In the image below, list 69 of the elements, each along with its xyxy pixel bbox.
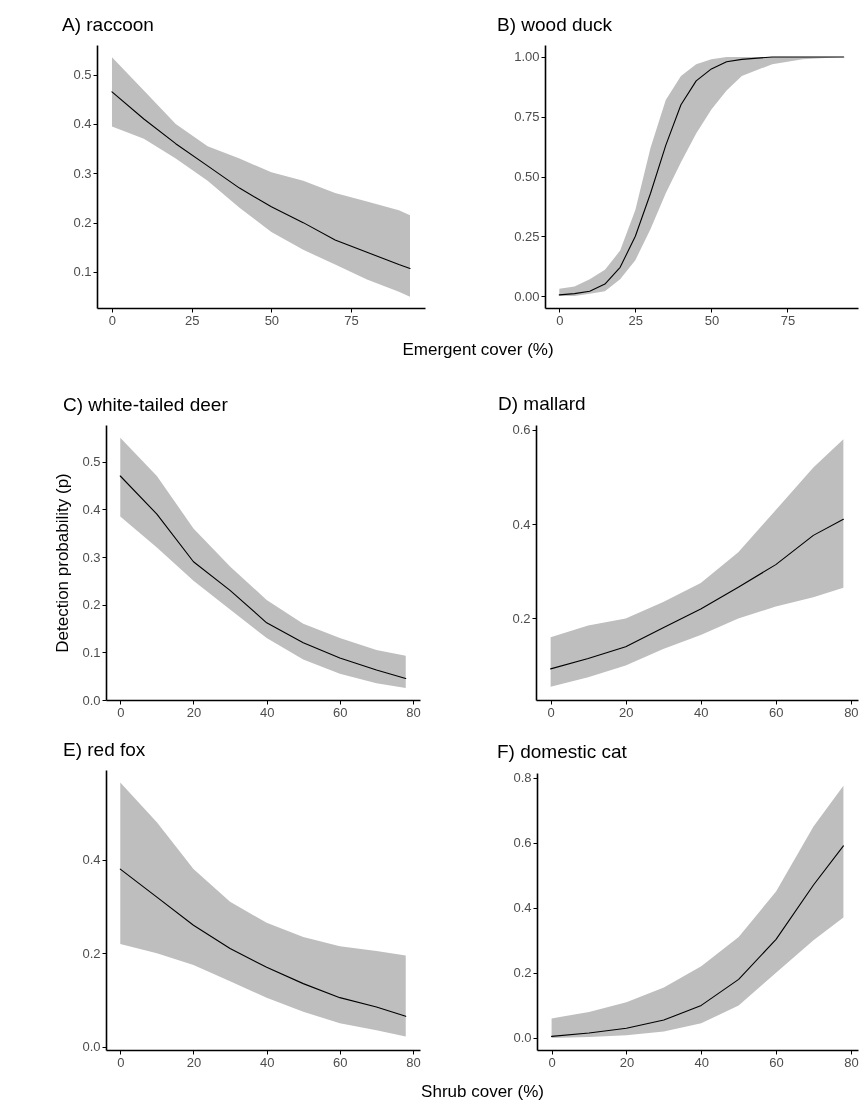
y-tick-label: 0.2 bbox=[82, 597, 101, 613]
x-tick-label: 75 bbox=[344, 312, 359, 328]
chart-title: F) domestic cat bbox=[497, 740, 628, 762]
x-tick-label: 40 bbox=[694, 1054, 709, 1070]
x-tick-label: 80 bbox=[844, 1054, 859, 1070]
x-tick-label: 80 bbox=[406, 1054, 421, 1070]
line-series bbox=[550, 518, 844, 670]
x-tick-label: 0 bbox=[117, 1054, 125, 1070]
y-tick-label: 0.2 bbox=[73, 215, 92, 231]
x-tick-label: 75 bbox=[780, 312, 796, 328]
y-tick-label: 0.3 bbox=[73, 165, 92, 181]
x-tick-label: 25 bbox=[184, 312, 200, 328]
y-tick-label: 0.6 bbox=[513, 835, 532, 851]
y-tick-label: 0.50 bbox=[514, 169, 540, 184]
line-series bbox=[111, 91, 411, 270]
y-tick-label: 0.1 bbox=[82, 644, 101, 660]
x-tick-label: 40 bbox=[694, 704, 709, 720]
x-tick-label: 20 bbox=[186, 704, 202, 720]
y-tick-label: 0.4 bbox=[512, 516, 531, 532]
chart-title: A) raccoon bbox=[62, 14, 154, 35]
y-tick-label: 0.5 bbox=[73, 67, 92, 83]
y-tick-label: 0.75 bbox=[514, 109, 540, 125]
x-axis-title: Emergent cover (%) bbox=[402, 339, 554, 359]
x-tick-label: 40 bbox=[259, 1054, 275, 1070]
line-series bbox=[119, 868, 407, 1017]
x-axis-title: Shrub cover (%) bbox=[421, 1081, 544, 1101]
y-tick-label: 0.0 bbox=[82, 1039, 101, 1055]
y-tick-label: 0.4 bbox=[82, 501, 101, 517]
x-tick-label: 60 bbox=[769, 704, 784, 720]
x-tick-label: 0 bbox=[547, 704, 555, 720]
y-tick-label: 0.6 bbox=[512, 422, 531, 438]
x-tick-label: 50 bbox=[704, 312, 720, 328]
chart-title: B) wood duck bbox=[497, 14, 613, 35]
y-tick-label: 0.0 bbox=[513, 1030, 532, 1046]
x-tick-label: 0 bbox=[556, 312, 564, 328]
x-tick-label: 40 bbox=[259, 704, 275, 720]
line-series bbox=[119, 475, 407, 680]
y-tick-label: 0.8 bbox=[513, 770, 532, 786]
x-tick-label: 20 bbox=[186, 1054, 202, 1070]
x-tick-label: 80 bbox=[406, 704, 421, 720]
y-tick-label: 0.0 bbox=[82, 692, 101, 708]
y-tick-label: 0.4 bbox=[82, 852, 101, 868]
x-tick-label: 20 bbox=[618, 704, 634, 720]
x-tick-label: 20 bbox=[619, 1054, 635, 1070]
y-tick-label: 0.1 bbox=[73, 264, 92, 280]
chart-title: C) white-tailed deer bbox=[63, 394, 229, 415]
x-tick-label: 25 bbox=[628, 312, 644, 328]
y-tick-label: 0.2 bbox=[512, 610, 531, 626]
y-tick-label: 0.00 bbox=[514, 288, 540, 304]
x-tick-label: 80 bbox=[844, 704, 859, 720]
x-tick-label: 60 bbox=[769, 1054, 784, 1070]
y-tick-label: 0.3 bbox=[82, 549, 101, 565]
x-tick-label: 60 bbox=[333, 704, 348, 720]
y-tick-label: 1.00 bbox=[514, 49, 540, 65]
x-tick-label: 60 bbox=[333, 1054, 348, 1070]
y-tick-label: 0.2 bbox=[82, 945, 101, 961]
y-tick-label: 0.4 bbox=[73, 116, 92, 132]
y-tick-label: 0.2 bbox=[513, 965, 532, 981]
y-tick-label: 0.5 bbox=[82, 454, 101, 470]
y-tick-label: 0.25 bbox=[514, 228, 540, 244]
y-tick-label: 0.4 bbox=[513, 900, 532, 916]
line-series bbox=[551, 845, 844, 1037]
x-tick-label: 0 bbox=[108, 312, 117, 328]
chart-title: D) mallard bbox=[498, 392, 586, 414]
y-axis-title: Detection probability (p) bbox=[53, 473, 73, 653]
chart-title: E) red fox bbox=[63, 739, 146, 760]
x-tick-label: 0 bbox=[117, 704, 125, 720]
x-tick-label: 0 bbox=[548, 1054, 556, 1070]
x-tick-label: 50 bbox=[264, 312, 280, 328]
